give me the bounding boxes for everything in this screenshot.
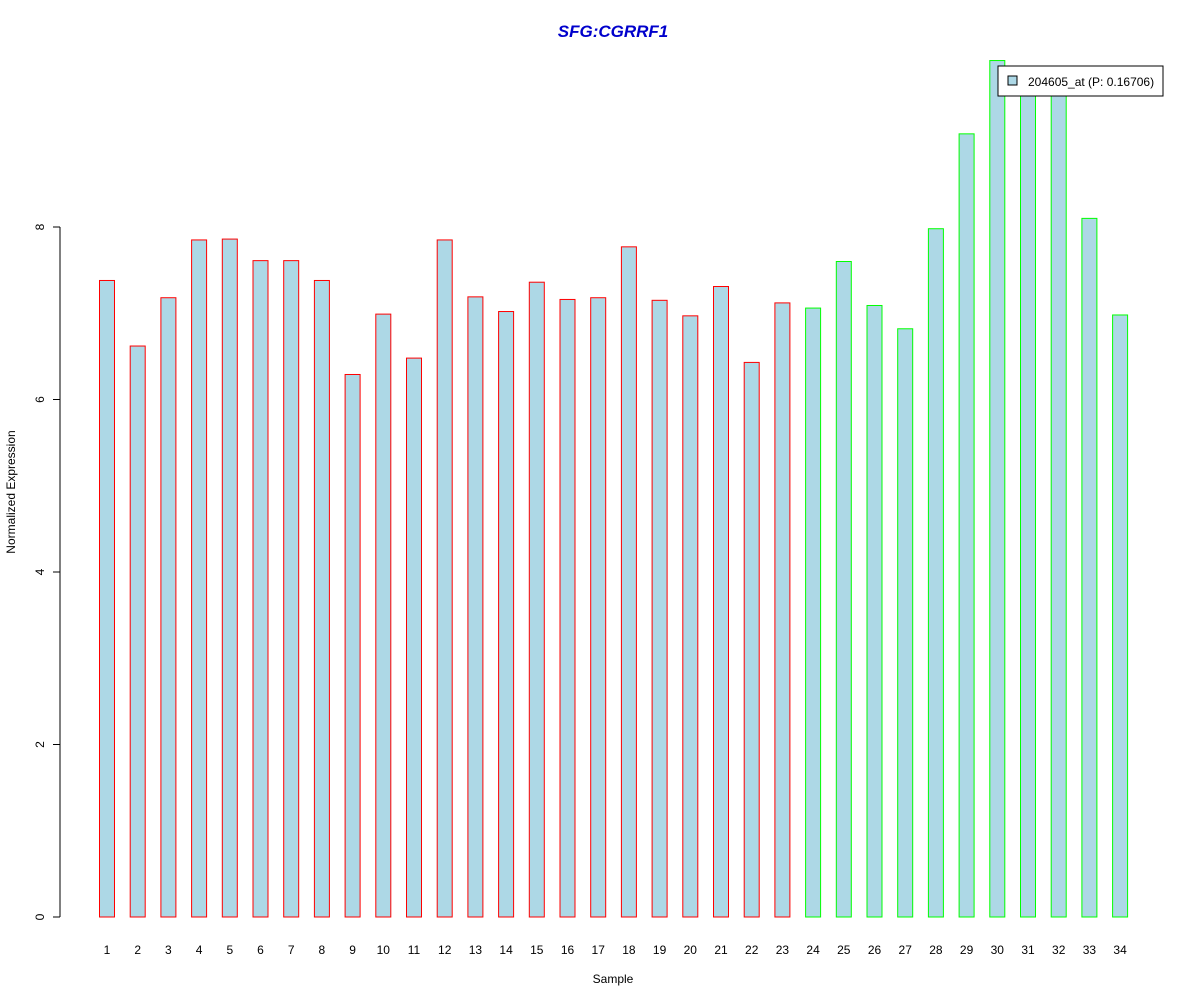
bar-sample-20	[682, 315, 699, 918]
x-tick-label: 34	[1113, 943, 1127, 957]
bar-sample-32	[1050, 88, 1067, 918]
bar-sample-7	[283, 260, 300, 918]
y-tick-label: 2	[33, 741, 47, 748]
bar-sample-21	[713, 286, 729, 918]
bar-sample-26	[866, 304, 883, 918]
bar-sample-2	[129, 345, 146, 918]
bar-sample-18	[620, 246, 637, 918]
bar-sample-29	[958, 133, 975, 918]
x-tick-label: 18	[622, 943, 636, 957]
bar-sample-9	[344, 373, 361, 918]
x-tick-label: 10	[377, 943, 391, 957]
x-tick-label: 23	[776, 943, 790, 957]
bar-sample-34	[1112, 314, 1129, 918]
bar-sample-8	[313, 279, 330, 918]
bar-sample-25	[835, 261, 852, 918]
legend-label: 204605_at (P: 0.16706)	[1028, 75, 1154, 89]
bar-sample-31	[1020, 88, 1036, 918]
x-tick-label: 27	[899, 943, 913, 957]
bar-sample-23	[774, 302, 791, 918]
bar-sample-3	[160, 297, 177, 918]
bar-sample-5	[221, 238, 238, 918]
x-tick-label: 5	[226, 943, 233, 957]
x-tick-label: 20	[684, 943, 698, 957]
y-axis-title: Normalized Expression	[4, 430, 18, 553]
y-tick-label: 6	[33, 396, 47, 403]
x-tick-label: 8	[319, 943, 326, 957]
x-tick-label: 6	[257, 943, 264, 957]
x-axis-title: Sample	[593, 972, 634, 986]
x-tick-label: 15	[530, 943, 544, 957]
x-tick-label: 1	[104, 943, 111, 957]
x-tick-label: 31	[1021, 943, 1035, 957]
bar-sample-13	[467, 296, 484, 918]
bars	[99, 60, 1129, 918]
x-tick-label: 12	[438, 943, 452, 957]
legend-swatch	[1007, 75, 1018, 86]
x-tick-label: 9	[349, 943, 356, 957]
legend: 204605_at (P: 0.16706)	[997, 65, 1164, 97]
bar-sample-27	[897, 328, 914, 918]
x-tick-label: 11	[408, 943, 421, 957]
x-tick-label: 3	[165, 943, 172, 957]
bar-sample-24	[805, 307, 822, 918]
x-tick-label: 14	[499, 943, 513, 957]
x-tick-label: 21	[714, 943, 728, 957]
bar-sample-12	[436, 239, 453, 918]
y-tick-label: 8	[33, 223, 47, 230]
x-axis: 1 2 3 4 5 6 7 8 9 10 11 12 13 14 15 16 17 18 19 20 21 22 23 24 2…	[104, 943, 1127, 957]
y-tick-label: 4	[33, 568, 47, 575]
bar-sample-15	[528, 281, 545, 918]
bar-sample-11	[406, 357, 422, 918]
x-tick-label: 2	[134, 943, 141, 957]
bar-sample-22	[743, 361, 760, 918]
y-tick-label: 0	[33, 913, 47, 920]
x-tick-label: 28	[929, 943, 943, 957]
bar-sample-28	[927, 228, 944, 918]
legend-box	[997, 65, 1164, 97]
x-tick-label: 30	[991, 943, 1005, 957]
x-tick-label: 29	[960, 943, 974, 957]
x-tick-label: 7	[288, 943, 295, 957]
bar-sample-30	[989, 60, 1006, 918]
x-tick-label: 19	[653, 943, 667, 957]
bar-sample-33	[1081, 217, 1098, 918]
x-tick-label: 33	[1083, 943, 1097, 957]
x-tick-label: 22	[745, 943, 759, 957]
bar-sample-6	[252, 260, 269, 918]
x-tick-label: 24	[806, 943, 820, 957]
y-axis: 0 2 4 6 8	[33, 223, 61, 920]
x-tick-label: 4	[196, 943, 203, 957]
bar-sample-1	[99, 279, 115, 918]
bar-sample-4	[191, 239, 208, 918]
bar-sample-14	[498, 311, 515, 918]
bar-sample-10	[375, 313, 392, 918]
x-tick-label: 17	[592, 943, 606, 957]
chart-title: SFG:CGRRF1	[558, 22, 669, 41]
x-tick-label: 16	[561, 943, 575, 957]
x-tick-label: 26	[868, 943, 882, 957]
bar-sample-19	[651, 299, 668, 918]
x-tick-label: 13	[469, 943, 483, 957]
x-tick-label: 25	[837, 943, 851, 957]
x-tick-label: 32	[1052, 943, 1066, 957]
bar-sample-17	[590, 297, 607, 918]
bar-sample-16	[559, 298, 576, 918]
